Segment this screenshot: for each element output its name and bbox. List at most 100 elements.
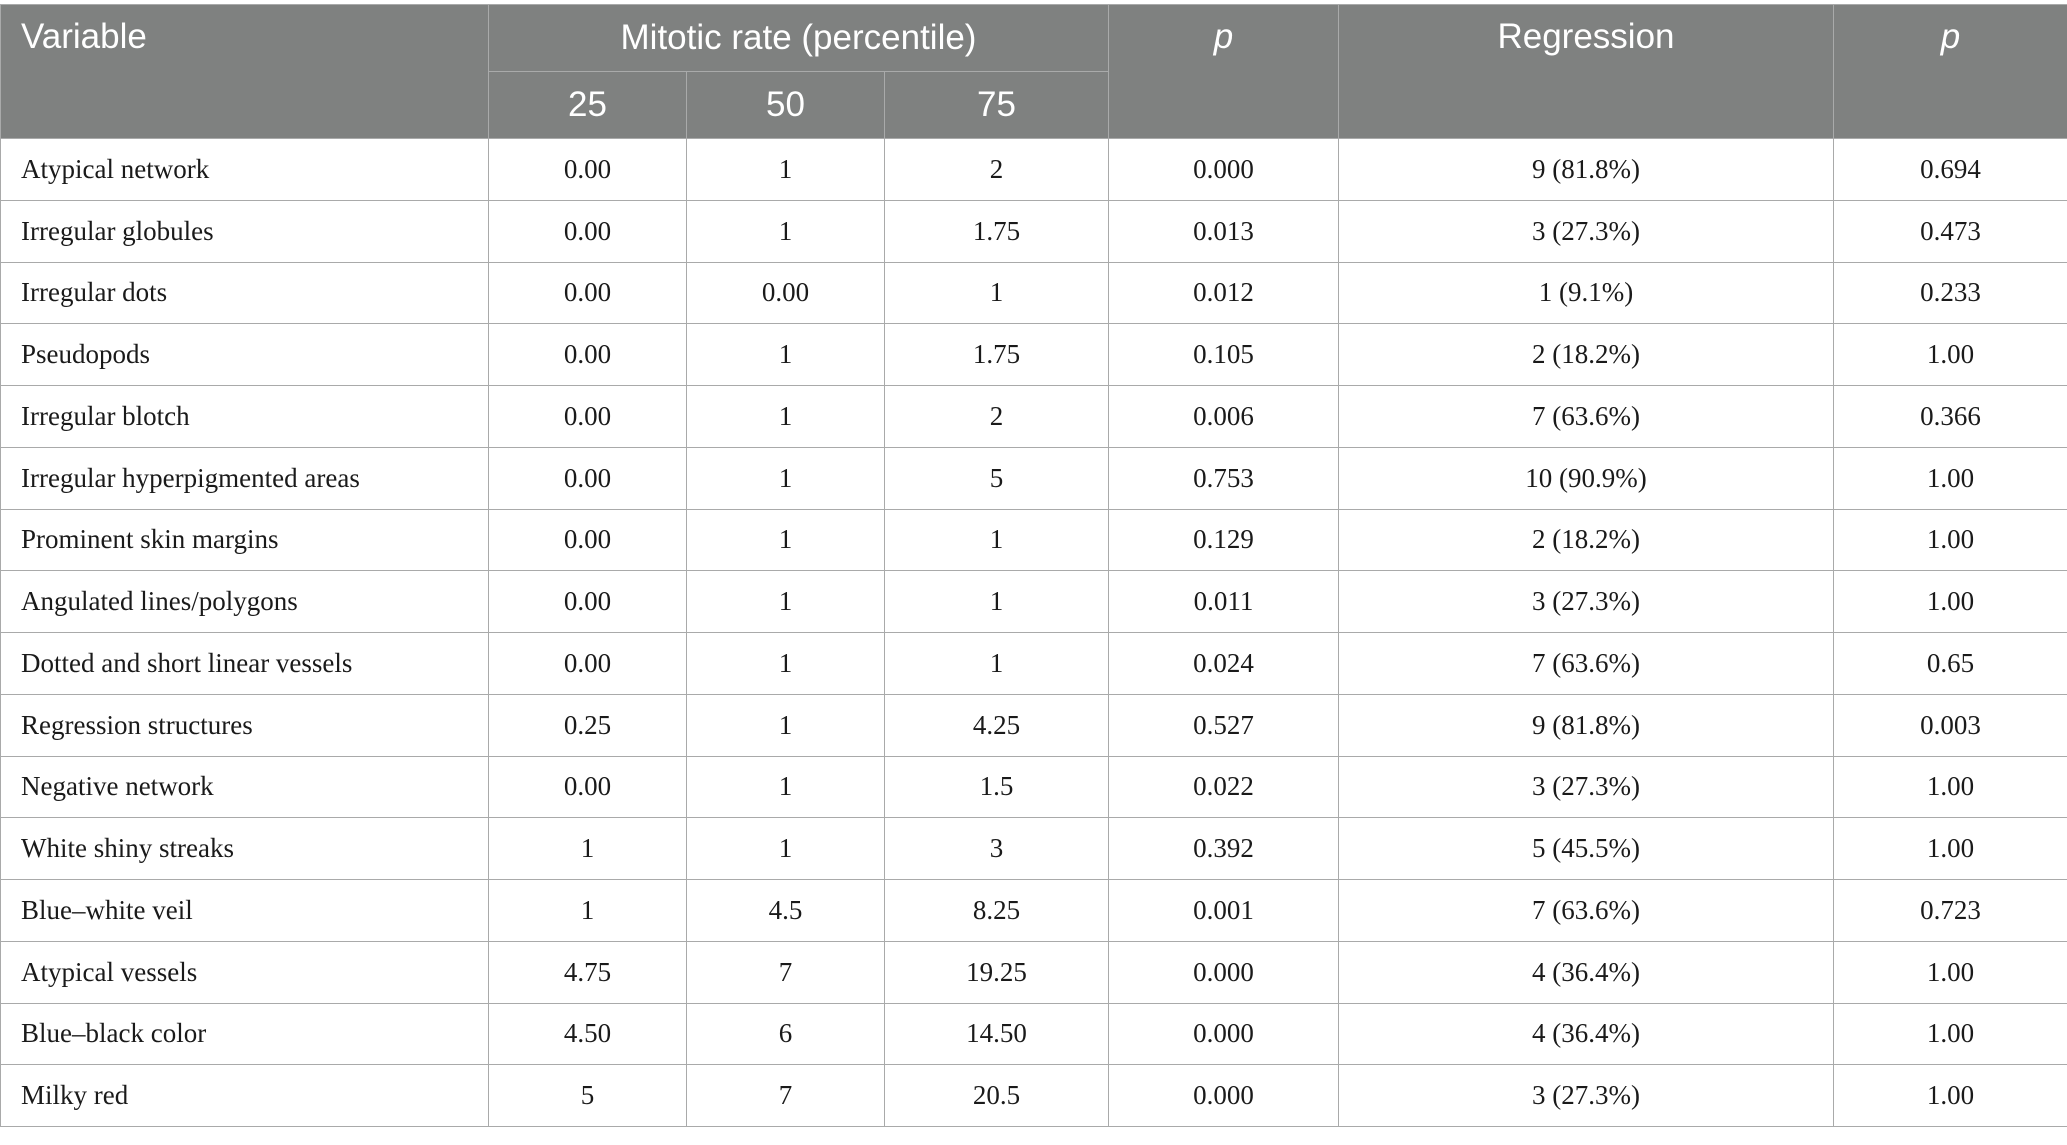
cell-variable: Regression structures <box>1 694 489 756</box>
cell-p-value-first: 0.006 <box>1109 386 1339 448</box>
cell-regression: 7 (63.6%) <box>1339 880 1834 942</box>
cell-percentile-50: 7 <box>687 941 885 1003</box>
cell-p-value-second: 0.65 <box>1834 633 2067 695</box>
cell-percentile-50: 4.5 <box>687 880 885 942</box>
cell-variable: Blue–black color <box>1 1003 489 1065</box>
cell-variable: Atypical vessels <box>1 941 489 1003</box>
cell-regression: 9 (81.8%) <box>1339 139 1834 201</box>
cell-percentile-50: 1 <box>687 200 885 262</box>
cell-percentile-25: 0.00 <box>489 200 687 262</box>
cell-percentile-75: 20.5 <box>885 1065 1109 1127</box>
cell-variable: Irregular dots <box>1 262 489 324</box>
cell-percentile-75: 1 <box>885 262 1109 324</box>
cell-p-value-second: 1.00 <box>1834 324 2067 386</box>
cell-percentile-75: 19.25 <box>885 941 1109 1003</box>
cell-regression: 3 (27.3%) <box>1339 1065 1834 1127</box>
cell-percentile-75: 5 <box>885 447 1109 509</box>
cell-percentile-50: 1 <box>687 633 885 695</box>
cell-variable: Angulated lines/polygons <box>1 571 489 633</box>
cell-percentile-50: 1 <box>687 139 885 201</box>
cell-p-value-first: 0.000 <box>1109 941 1339 1003</box>
cell-percentile-25: 0.25 <box>489 694 687 756</box>
cell-percentile-75: 4.25 <box>885 694 1109 756</box>
cell-variable: Negative network <box>1 756 489 818</box>
header-regression: Regression <box>1339 5 1834 139</box>
cell-percentile-25: 0.00 <box>489 756 687 818</box>
cell-percentile-25: 0.00 <box>489 571 687 633</box>
cell-regression: 4 (36.4%) <box>1339 941 1834 1003</box>
cell-p-value-first: 0.011 <box>1109 571 1339 633</box>
cell-regression: 3 (27.3%) <box>1339 756 1834 818</box>
cell-p-value-second: 1.00 <box>1834 509 2067 571</box>
cell-variable: Atypical network <box>1 139 489 201</box>
cell-percentile-25: 1 <box>489 880 687 942</box>
cell-p-value-second: 0.723 <box>1834 880 2067 942</box>
cell-percentile-25: 0.00 <box>489 139 687 201</box>
cell-regression: 9 (81.8%) <box>1339 694 1834 756</box>
cell-variable: Irregular globules <box>1 200 489 262</box>
cell-percentile-50: 1 <box>687 386 885 448</box>
cell-percentile-25: 0.00 <box>489 386 687 448</box>
cell-percentile-50: 1 <box>687 509 885 571</box>
cell-percentile-75: 1.5 <box>885 756 1109 818</box>
cell-regression: 7 (63.6%) <box>1339 386 1834 448</box>
cell-p-value-second: 1.00 <box>1834 941 2067 1003</box>
header-percentile-50: 50 <box>687 72 885 139</box>
cell-p-value-second: 0.233 <box>1834 262 2067 324</box>
cell-percentile-75: 2 <box>885 386 1109 448</box>
cell-p-value-first: 0.000 <box>1109 139 1339 201</box>
cell-p-value-first: 0.024 <box>1109 633 1339 695</box>
cell-variable: Irregular blotch <box>1 386 489 448</box>
cell-regression: 4 (36.4%) <box>1339 1003 1834 1065</box>
cell-percentile-50: 0.00 <box>687 262 885 324</box>
cell-percentile-75: 1.75 <box>885 324 1109 386</box>
cell-p-value-second: 0.694 <box>1834 139 2067 201</box>
cell-p-value-second: 0.473 <box>1834 200 2067 262</box>
cell-percentile-75: 3 <box>885 818 1109 880</box>
cell-variable: Pseudopods <box>1 324 489 386</box>
cell-regression: 3 (27.3%) <box>1339 571 1834 633</box>
cell-percentile-25: 5 <box>489 1065 687 1127</box>
cell-regression: 10 (90.9%) <box>1339 447 1834 509</box>
cell-percentile-25: 0.00 <box>489 509 687 571</box>
cell-p-value-second: 1.00 <box>1834 447 2067 509</box>
cell-regression: 2 (18.2%) <box>1339 324 1834 386</box>
cell-percentile-50: 1 <box>687 571 885 633</box>
cell-percentile-25: 4.50 <box>489 1003 687 1065</box>
cell-percentile-75: 8.25 <box>885 880 1109 942</box>
cell-percentile-50: 1 <box>687 694 885 756</box>
header-p-second: p <box>1834 5 2067 139</box>
cell-regression: 2 (18.2%) <box>1339 509 1834 571</box>
header-variable: Variable <box>1 5 489 139</box>
header-p-first: p <box>1109 5 1339 139</box>
cell-p-value-second: 1.00 <box>1834 756 2067 818</box>
cell-p-value-first: 0.129 <box>1109 509 1339 571</box>
cell-variable: Dotted and short linear vessels <box>1 633 489 695</box>
table-header: Variable Mitotic rate (percentile) p Reg… <box>1 5 2067 139</box>
cell-percentile-50: 1 <box>687 324 885 386</box>
cell-percentile-75: 1 <box>885 571 1109 633</box>
cell-percentile-25: 0.00 <box>489 262 687 324</box>
cell-variable: Milky red <box>1 1065 489 1127</box>
cell-p-value-first: 0.392 <box>1109 818 1339 880</box>
cell-p-value-first: 0.000 <box>1109 1065 1339 1127</box>
header-mitotic-rate: Mitotic rate (percentile) <box>489 5 1109 72</box>
cell-regression: 7 (63.6%) <box>1339 633 1834 695</box>
cell-percentile-75: 2 <box>885 139 1109 201</box>
cell-percentile-25: 0.00 <box>489 633 687 695</box>
cell-p-value-second: 1.00 <box>1834 571 2067 633</box>
header-percentile-75: 75 <box>885 72 1109 139</box>
